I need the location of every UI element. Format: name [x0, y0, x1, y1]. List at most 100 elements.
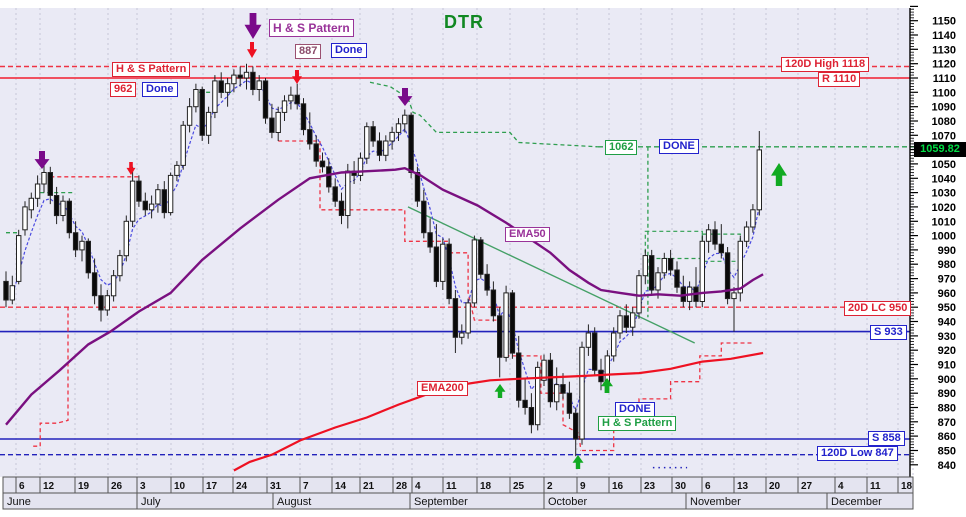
candle	[123, 220, 129, 257]
week-tick: 14	[335, 481, 347, 492]
candle	[649, 255, 655, 291]
signal-887-label: 887	[295, 44, 322, 59]
month-tick: September	[414, 496, 468, 508]
svg-text:990: 990	[938, 245, 956, 257]
candle	[630, 312, 636, 328]
candle	[661, 258, 667, 274]
candle	[66, 200, 72, 234]
week-tick: 3	[140, 481, 146, 492]
candle	[345, 170, 351, 217]
candle	[16, 235, 22, 282]
svg-text:960: 960	[938, 288, 956, 300]
week-tick: 25	[513, 481, 525, 492]
svg-text:1050: 1050	[932, 159, 956, 171]
svg-text:1110: 1110	[933, 73, 956, 85]
candle	[516, 352, 522, 401]
ema200-label: EMA200	[417, 381, 468, 396]
candle	[47, 172, 53, 196]
candle	[364, 126, 370, 159]
candle	[459, 332, 465, 338]
candle	[212, 80, 218, 113]
week-tick: 6	[705, 481, 711, 492]
candle	[585, 332, 592, 348]
candle	[98, 295, 104, 311]
candle	[281, 100, 288, 113]
resistance-1110-label: R 1110	[818, 72, 861, 87]
candle	[705, 229, 712, 242]
price-axis: 840 850 860 870 880 890 900 910 920 930 940 950 960 9…	[909, 5, 956, 477]
candle	[72, 232, 79, 251]
candle	[332, 186, 338, 202]
candle	[338, 200, 345, 216]
ema200-line	[233, 351, 764, 472]
candle	[180, 124, 186, 166]
candle	[478, 239, 484, 275]
candle	[471, 239, 478, 304]
candle	[402, 114, 408, 125]
green-trailing-stop	[369, 81, 598, 148]
svg-text:1070: 1070	[932, 130, 956, 142]
candle	[490, 289, 497, 317]
candle	[383, 140, 389, 156]
candle	[528, 407, 535, 426]
week-tick: 6	[19, 481, 25, 492]
candle	[85, 240, 91, 274]
candle	[79, 240, 85, 251]
candle	[718, 243, 724, 254]
sept-top-arrow-icon	[397, 88, 413, 106]
candle	[522, 399, 528, 408]
week-tick: 20	[769, 481, 781, 492]
candle	[547, 359, 554, 403]
svg-text:1030: 1030	[932, 188, 956, 200]
candle	[3, 280, 9, 301]
buy-arrow-oct2-icon	[601, 378, 613, 393]
week-tick: 12	[43, 481, 55, 492]
candle	[395, 123, 402, 133]
week-tick: 18	[480, 481, 492, 492]
svg-text:910: 910	[938, 360, 956, 372]
week-tick: 4	[415, 481, 421, 492]
date-axis: 6 12 19 26 3 10 17 24 31 7 14 21 28 4 11 18 25 2 9 16 23 30 6 1…	[2, 476, 914, 510]
candle	[554, 384, 560, 403]
week-tick: 26	[111, 481, 123, 492]
candle	[300, 103, 307, 131]
week-tick: 10	[174, 481, 186, 492]
candle	[60, 200, 66, 216]
svg-text:930: 930	[938, 331, 956, 343]
svg-text:1150: 1150	[932, 16, 956, 28]
month-tick: November	[690, 496, 741, 508]
candle	[186, 106, 193, 126]
week-tick: 21	[363, 481, 375, 492]
june-top-arrow-icon	[34, 151, 50, 169]
month-tick: October	[548, 496, 587, 508]
done-962-label: Done	[142, 82, 178, 97]
candle	[376, 140, 383, 156]
svg-text:1090: 1090	[932, 102, 956, 114]
candle	[389, 131, 395, 142]
hs-pattern-label-bottom: H & S Pattern	[598, 416, 677, 431]
svg-text:1100: 1100	[932, 87, 956, 99]
candle	[484, 273, 490, 291]
candle	[421, 200, 427, 234]
candle	[224, 83, 231, 93]
candle	[231, 74, 237, 85]
week-tick: 16	[612, 481, 624, 492]
candle	[667, 258, 674, 271]
svg-text:900: 900	[938, 374, 956, 386]
candle	[243, 71, 250, 79]
high-120d-label: 120D High 1118	[781, 57, 870, 72]
candle	[724, 252, 731, 300]
candle	[440, 243, 446, 282]
candles	[3, 63, 762, 457]
svg-text:1020: 1020	[932, 202, 956, 214]
candle	[53, 195, 60, 217]
week-tick: 11	[870, 481, 881, 492]
signal-962-label: 962	[110, 82, 137, 97]
low-120d-label: 120D Low 847	[817, 446, 898, 461]
candle	[541, 359, 547, 381]
red-trailing-stop	[582, 342, 753, 452]
candle	[357, 157, 364, 176]
candle	[446, 243, 452, 300]
buy-arrow-nov-icon	[771, 163, 787, 186]
